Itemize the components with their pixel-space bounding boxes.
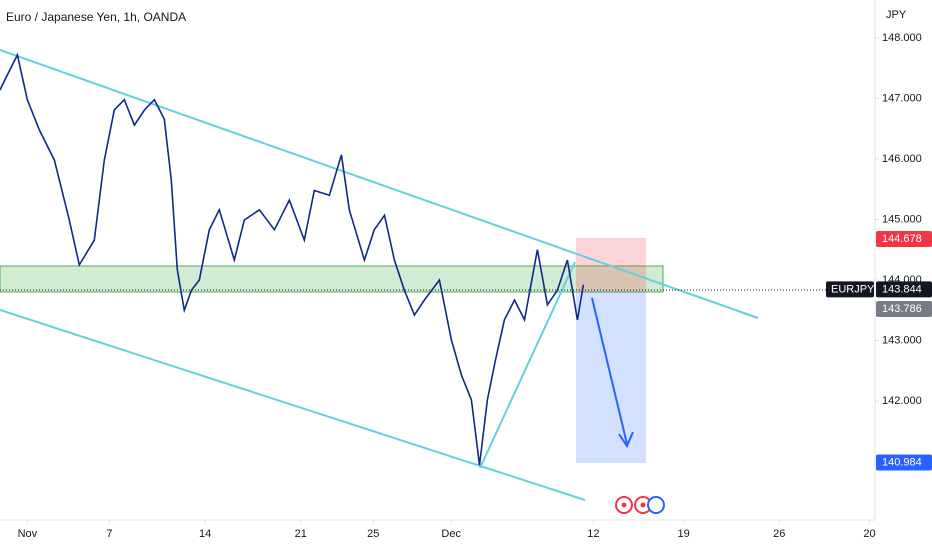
logo xyxy=(615,496,665,514)
channel-top xyxy=(0,49,759,319)
demand-zone xyxy=(0,265,664,293)
symbol-bg xyxy=(826,281,874,298)
arrow xyxy=(591,297,628,445)
price-line-series xyxy=(0,52,585,466)
x-tick-label: 7 xyxy=(106,528,112,540)
x-tick-label: 25 xyxy=(367,528,379,540)
x-tick-label: 21 xyxy=(295,528,307,540)
price-label: 144.678 xyxy=(882,233,922,245)
y-tick-label: 147.000 xyxy=(882,92,922,104)
y-tick-label: 143.000 xyxy=(882,334,922,346)
y-tick-label: 148.000 xyxy=(882,32,922,44)
x-tick-label: 12 xyxy=(587,528,599,540)
y-tick-label: 142.000 xyxy=(882,395,922,407)
channel-bottom xyxy=(0,309,586,501)
price-label-bg xyxy=(876,281,932,298)
chart-title: Euro / Japanese Yen, 1h, OANDA xyxy=(6,10,186,24)
currency: JPY xyxy=(886,9,907,21)
price-label: 140.984 xyxy=(882,456,922,468)
x-tick-label: Nov xyxy=(18,528,38,540)
x-tick-label: 20 xyxy=(863,528,875,540)
arrow-head xyxy=(618,431,634,449)
y-tick-label: 146.000 xyxy=(882,153,922,165)
symbol-label: EURJPY xyxy=(831,283,875,295)
price-label-bg xyxy=(876,230,932,247)
price-label-bg xyxy=(876,300,932,317)
x-tick-label: Dec xyxy=(441,528,461,540)
x-tick-label: 19 xyxy=(677,528,689,540)
x-tick-label: 14 xyxy=(199,528,211,540)
price-label: 143.786 xyxy=(882,303,922,315)
price-label-bg xyxy=(876,454,932,471)
x-tick-label: 26 xyxy=(773,528,785,540)
y-tick-label: 145.000 xyxy=(882,213,922,225)
trend-line xyxy=(479,261,576,469)
price-label: 143.844 xyxy=(882,283,922,295)
